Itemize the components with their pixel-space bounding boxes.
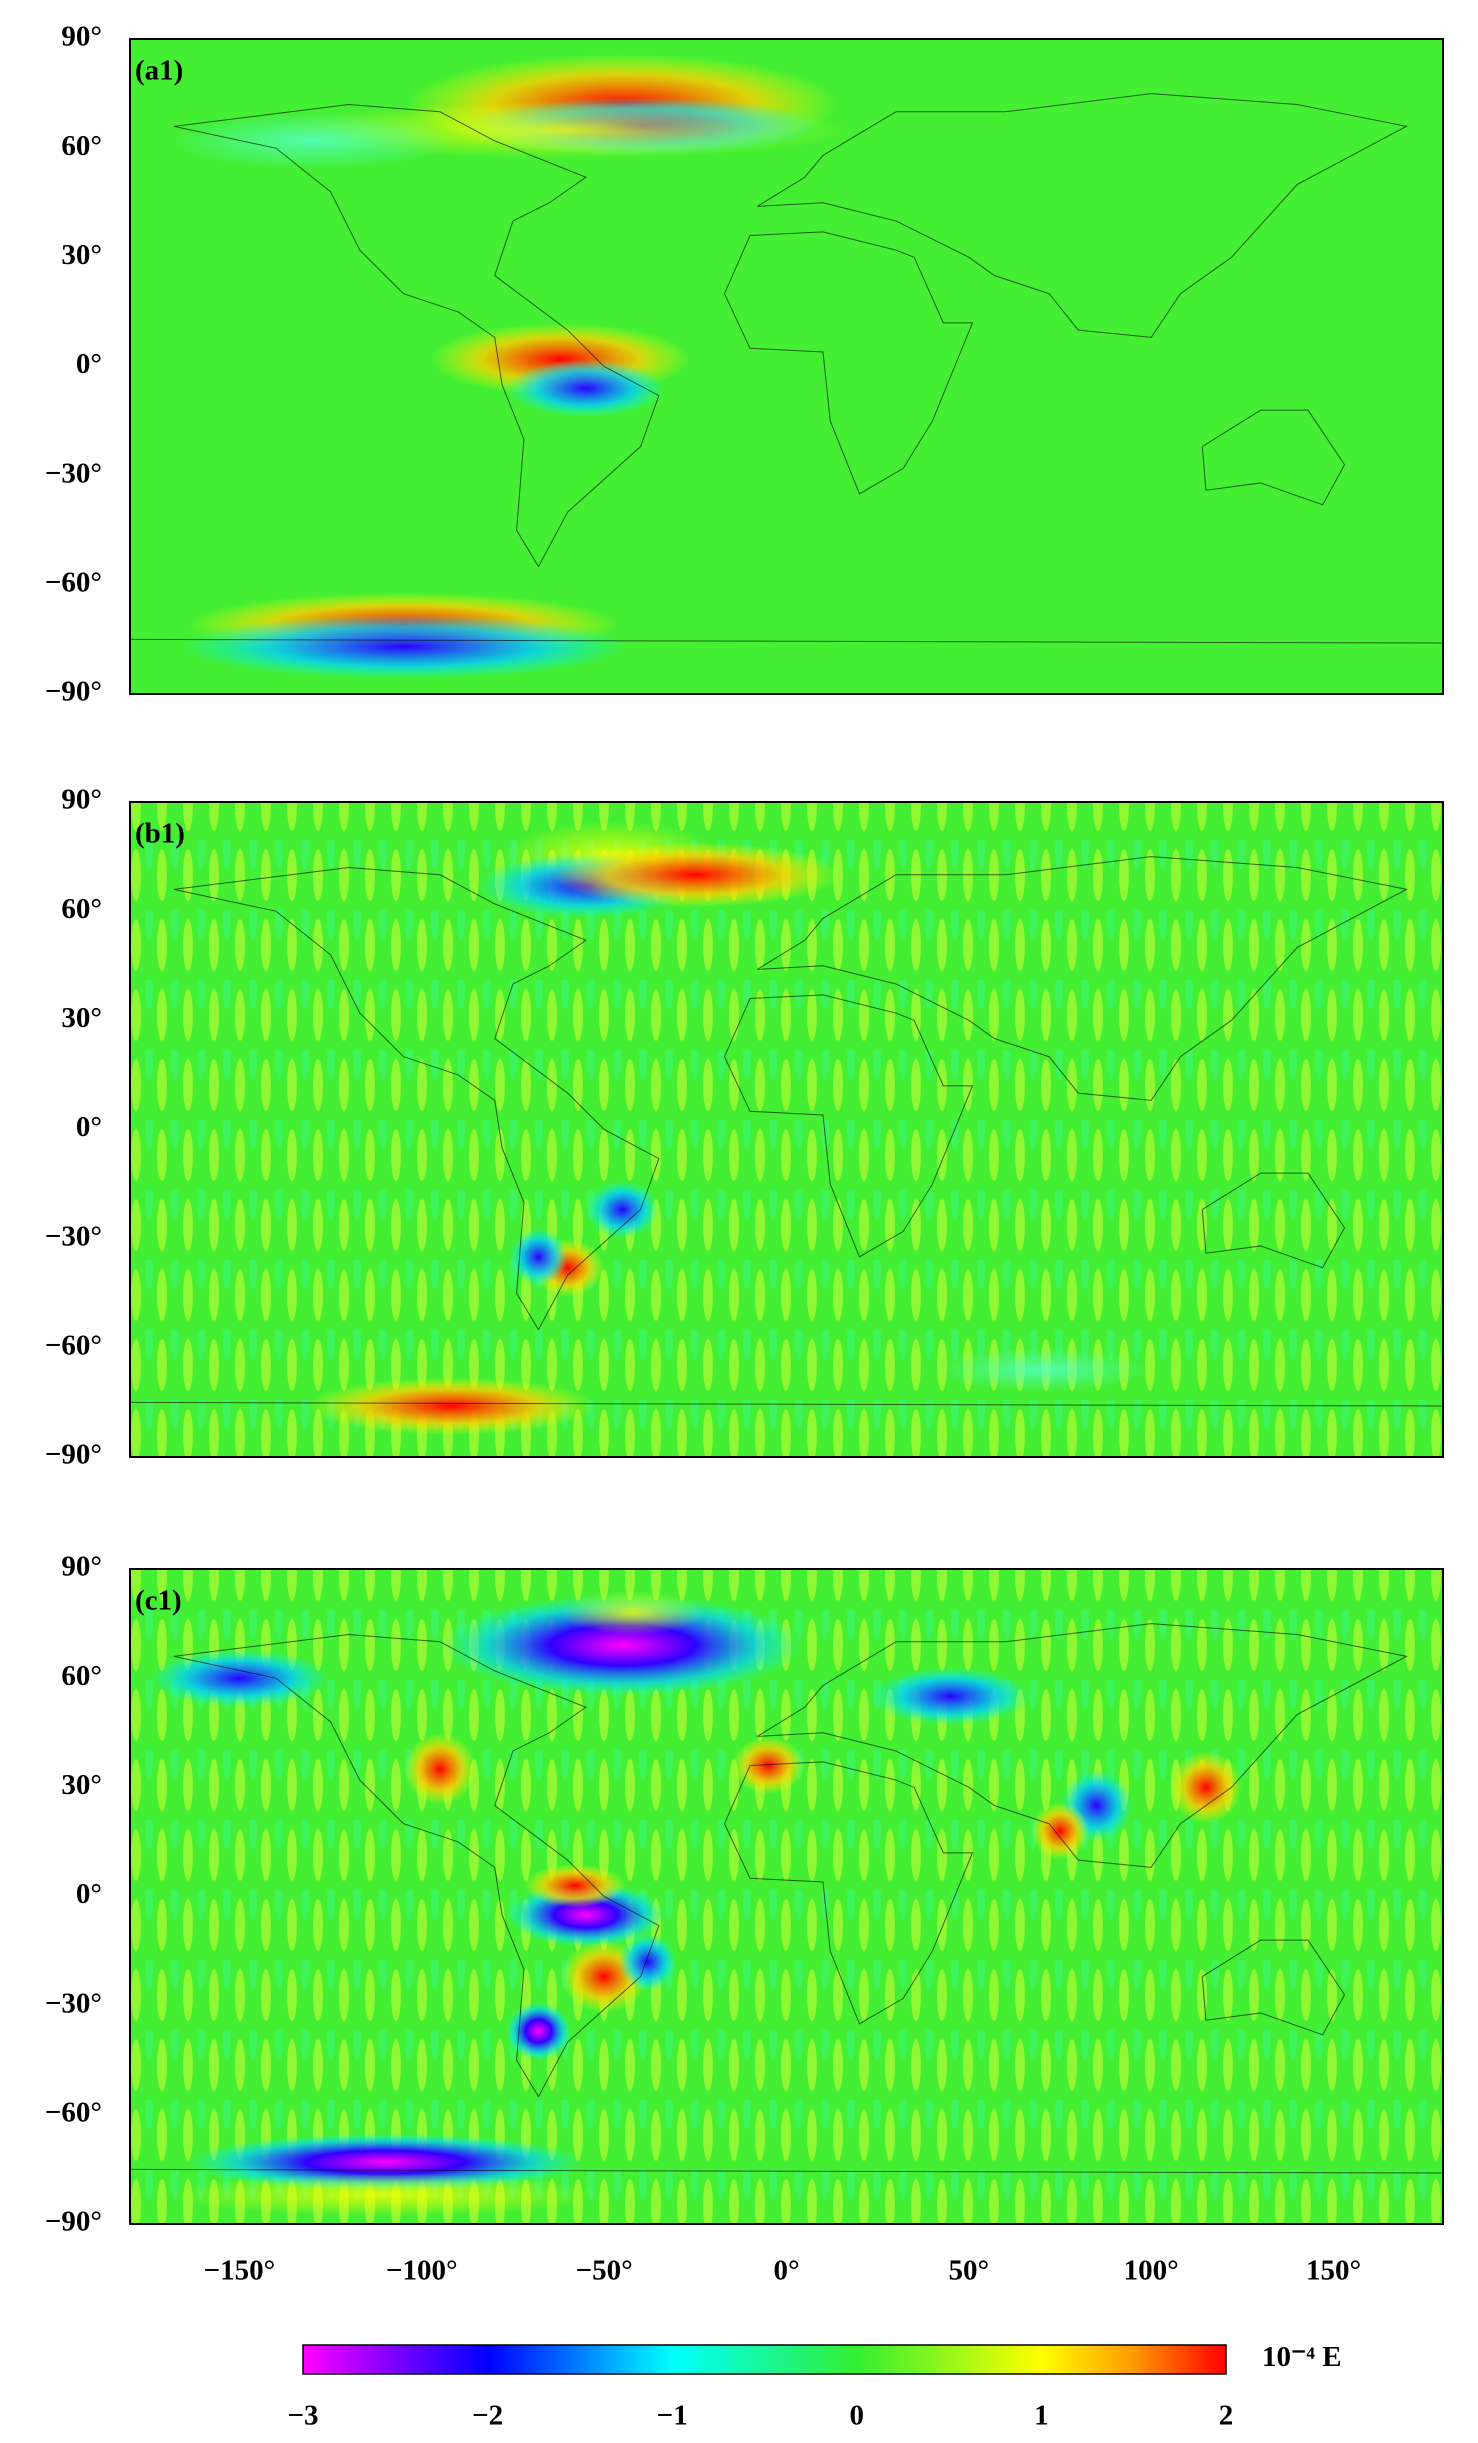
coastline [173,1633,660,2098]
lon-tick-label: −50° [576,2255,633,2287]
map-panel [129,1568,1444,2225]
colorbar-tick-label: 2 [1219,2400,1234,2432]
map-frame [129,38,1444,695]
lat-tick-label: 60° [61,1660,102,1692]
lat-tick-label: −60° [45,566,102,598]
antarctic-coast [129,1401,1444,1407]
field-anomaly [180,614,627,680]
coastline [1201,409,1346,506]
field-anomaly [506,2002,571,2060]
coastline [757,93,1409,338]
lat-tick-label: −60° [45,1329,102,1361]
colorbar-tick-label: −3 [287,2400,318,2432]
lon-tick-label: 0° [773,2255,799,2287]
field-anomaly [561,1591,706,1635]
lon-tick-label: 50° [949,2255,990,2287]
colorbar-tick-label: 0 [850,2400,865,2432]
coastline [757,856,1409,1101]
coastline [757,1623,1409,1868]
field-anomaly [506,359,666,418]
coastline [173,103,660,568]
field-anomaly [168,112,457,170]
field-anomaly [551,842,840,908]
lon-tick-label: −100° [386,2255,458,2287]
antarctic-coast [129,2168,1444,2174]
coastline [173,866,660,1331]
panel-label: (c1) [135,1585,182,1617]
map-frame [129,801,1444,1458]
lat-tick-label: −60° [45,2096,102,2128]
field-anomaly [586,1180,659,1239]
field-stripes [130,1569,1443,2224]
field-anomaly [1169,1751,1242,1824]
antarctic-coast [129,638,1444,644]
lat-tick-label: 0° [76,1878,102,1910]
lat-tick-label: −30° [45,457,102,489]
colorbar-tick-label: 1 [1034,2400,1049,2432]
coastline [1201,1172,1346,1269]
field-anomaly [732,1736,805,1795]
lat-tick-label: 60° [61,130,102,162]
lon-tick-label: −150° [204,2255,276,2287]
map-frame [129,1568,1444,2225]
field-anomaly [619,1933,677,1991]
panel-label: (b1) [135,818,185,850]
panel-label: (a1) [135,55,183,87]
field-stripes [130,802,1443,1457]
lat-tick-label: 30° [61,239,102,271]
lon-tick-label: 150° [1306,2255,1361,2287]
field-anomaly [404,1733,477,1806]
field-anomaly [442,1595,803,1696]
map-panel [129,38,1444,695]
lon-tick-label: 100° [1124,2255,1179,2287]
coastline [723,231,974,495]
map-panel [129,801,1444,1458]
field-anomaly [1031,1802,1089,1860]
lat-tick-label: 0° [76,348,102,380]
lat-tick-label: −90° [45,1439,102,1471]
lat-tick-label: 30° [61,1769,102,1801]
lat-tick-label: 90° [61,784,102,816]
lat-tick-label: −90° [45,676,102,708]
field-anomaly [933,1348,1150,1392]
lat-tick-label: 90° [61,21,102,53]
field-anomaly [509,1228,568,1286]
lat-tick-label: −30° [45,1987,102,2019]
lat-tick-label: 90° [61,1551,102,1583]
field-anomaly [306,1377,595,1435]
coastline [723,994,974,1258]
lat-tick-label: −90° [45,2206,102,2238]
lat-tick-label: 60° [61,893,102,925]
colorbar [302,2344,1227,2375]
lat-tick-label: 0° [76,1111,102,1143]
field-anomaly [149,1649,330,1707]
coastline [1201,1939,1346,2036]
colorbar-tick-label: −2 [472,2400,503,2432]
lat-tick-label: 30° [61,1002,102,1034]
colorbar-unit: 10⁻⁴ E [1262,2341,1342,2373]
field-anomaly [169,2173,602,2217]
field-anomaly [871,1667,1030,1726]
field-anomaly [524,1863,626,1908]
coastline [723,1761,974,2025]
colorbar-tick-label: −1 [657,2400,688,2432]
lat-tick-label: −30° [45,1220,102,1252]
